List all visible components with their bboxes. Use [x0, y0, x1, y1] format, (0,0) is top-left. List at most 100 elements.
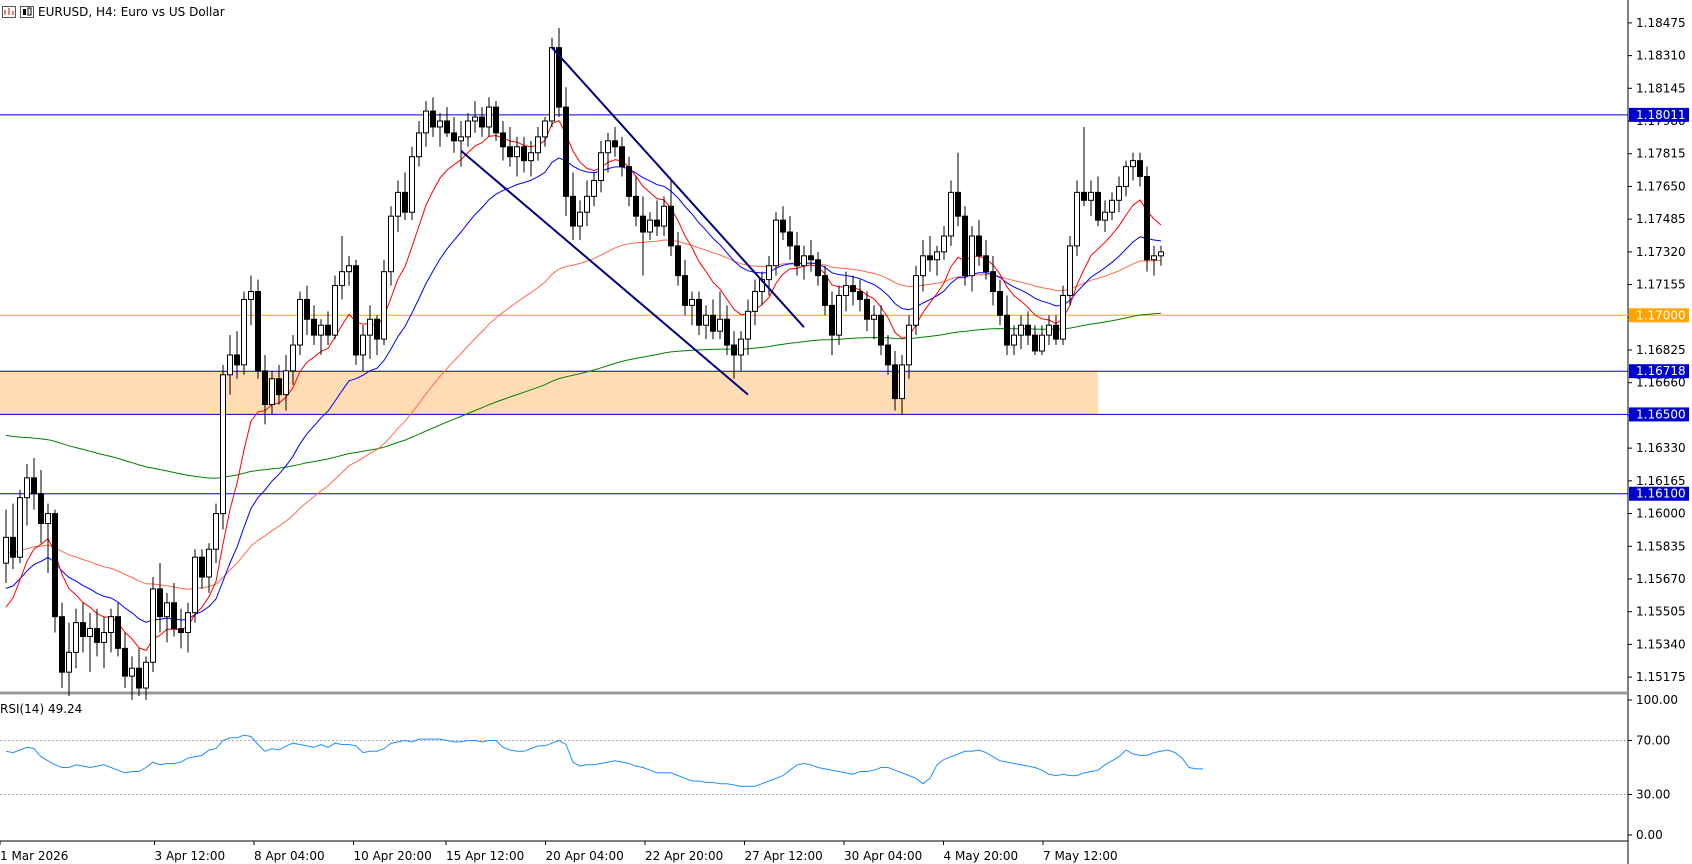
candle-up	[899, 364, 905, 400]
candle-up	[164, 602, 170, 618]
candle-down	[696, 298, 702, 326]
candle-up	[591, 179, 597, 197]
level-price-label: 1.16500	[1636, 407, 1686, 421]
candle-down	[808, 255, 814, 261]
candle-down	[990, 271, 996, 293]
candle-up	[465, 120, 471, 138]
level-price-label: 1.16718	[1636, 364, 1686, 378]
candle-down	[10, 536, 16, 558]
candle-down	[444, 120, 450, 134]
candle-down	[1025, 324, 1031, 336]
level-price-label: 1.16100	[1636, 487, 1686, 501]
level-price-tag	[1629, 308, 1689, 323]
time-tick-label: 8 Apr 04:00	[254, 849, 325, 863]
symbol-description: Euro vs US Dollar	[120, 5, 225, 19]
candle-up	[143, 661, 149, 689]
price-tick-label: 1.17650	[1636, 179, 1686, 193]
candle-up	[1123, 166, 1129, 187]
bar-chart-icon[interactable]	[2, 6, 16, 18]
time-tick-label: 20 Apr 04:00	[546, 849, 624, 863]
level-price-tag	[1629, 407, 1689, 422]
candle-up	[1074, 191, 1080, 247]
candle-up	[801, 255, 807, 267]
candle-down	[619, 146, 625, 168]
candle-up	[549, 47, 555, 122]
candle-down	[633, 195, 639, 217]
candle-up	[185, 612, 191, 634]
candle-up	[577, 211, 583, 227]
price-tick-label: 1.16165	[1636, 474, 1686, 488]
rsi-tick-label: 30.00	[1636, 788, 1670, 802]
candle-down	[31, 477, 37, 495]
candle-up	[297, 298, 303, 346]
candle-up	[367, 318, 373, 336]
price-tick-label: 1.17815	[1636, 147, 1686, 161]
candle-up	[227, 354, 233, 376]
candle-up	[920, 255, 926, 277]
time-tick-label: 30 Apr 04:00	[844, 849, 922, 863]
candle-up	[661, 205, 667, 227]
candle-down	[1095, 191, 1101, 221]
candle-up	[738, 338, 744, 356]
candle-up	[1151, 255, 1157, 261]
candle-up	[45, 513, 51, 524]
level-price-label: 1.17000	[1636, 308, 1686, 322]
candle-down	[157, 588, 163, 618]
chart-header: EURUSD, H4: Euro vs US Dollar	[2, 3, 229, 21]
candle-up	[1018, 324, 1024, 336]
price-tick-label: 1.16000	[1636, 507, 1686, 521]
level-price-tag	[1629, 364, 1689, 379]
candle-down	[493, 106, 499, 134]
candles-group	[3, 27, 1164, 700]
candle-up	[1116, 185, 1122, 201]
candle-up	[360, 334, 366, 356]
candle-down	[983, 255, 989, 273]
candle-down	[997, 291, 1003, 316]
candle-down	[1144, 176, 1150, 261]
candle-down	[1053, 324, 1059, 340]
candle-down	[430, 110, 436, 128]
candle-down	[1004, 314, 1010, 346]
candle-down	[199, 556, 205, 578]
candle-up	[269, 378, 275, 406]
candle-up	[213, 513, 219, 550]
candle-down	[857, 291, 863, 300]
candle-down	[311, 318, 317, 336]
candle-down	[822, 275, 828, 306]
candle-up	[1130, 160, 1136, 168]
candle-up	[598, 152, 604, 181]
candle-up	[1046, 324, 1052, 336]
candle-down	[654, 219, 660, 227]
ema-200-line	[5, 312, 1162, 479]
candle-up	[17, 497, 23, 558]
candle-down	[682, 275, 688, 306]
candle-down	[829, 304, 835, 336]
candle-up	[458, 136, 464, 142]
candle-down	[864, 298, 870, 320]
candle-down	[94, 628, 100, 643]
candle-up	[1102, 211, 1108, 221]
candle-up	[703, 314, 709, 326]
candle-down	[255, 291, 261, 372]
candle-up	[843, 285, 849, 296]
price-tick-label: 1.17155	[1636, 278, 1686, 292]
price-tick-label: 1.15340	[1636, 637, 1686, 651]
symbol-label: EURUSD, H4:	[38, 5, 117, 19]
candle-up	[346, 265, 352, 273]
candle-up	[332, 285, 338, 336]
candle-up	[206, 548, 212, 578]
candle-down	[962, 215, 968, 277]
candle-up	[542, 120, 548, 138]
candle-up	[24, 477, 30, 499]
level-price-label: 1.18011	[1636, 108, 1686, 122]
candle-up	[129, 667, 135, 677]
candle-down	[304, 298, 310, 320]
candle-chart-icon[interactable]	[20, 6, 34, 18]
time-tick-label: 22 Apr 20:00	[645, 849, 723, 863]
time-tick-label: 7 May 12:00	[1043, 849, 1118, 863]
price-tick-label: 1.16825	[1636, 343, 1686, 357]
candle-down	[52, 513, 58, 618]
candle-down	[479, 116, 485, 128]
candle-up	[605, 140, 611, 154]
